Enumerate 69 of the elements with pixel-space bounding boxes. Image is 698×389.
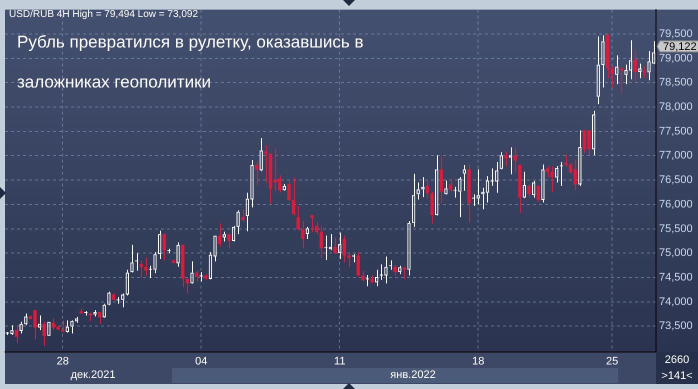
candlestick <box>550 165 554 192</box>
candlestick <box>88 314 92 322</box>
candlestick <box>264 144 268 184</box>
chart-title: Рубль превратился в рулетку, оказавшись в заложниках геополитики <box>17 32 364 92</box>
candlestick <box>254 160 258 186</box>
candlestick <box>430 191 434 224</box>
candlestick <box>440 154 443 204</box>
candlestick <box>347 252 351 268</box>
candlestick <box>620 66 624 94</box>
y-tick-label: 77,500 <box>659 125 693 138</box>
candlestick <box>536 186 540 202</box>
candlestick <box>582 130 586 154</box>
candlestick <box>241 208 244 222</box>
x-tick-label: 04 <box>195 356 208 368</box>
candlestick <box>56 325 60 330</box>
candlestick <box>342 235 346 263</box>
chart-subtitle: USD/RUB 4H High = 79,494 Low = 73,092 <box>9 8 198 20</box>
candlestick <box>356 252 360 278</box>
candlestick <box>218 222 222 248</box>
candlestick <box>310 215 314 233</box>
y-tick-label: 76,000 <box>659 198 693 210</box>
y-tick-label: 79,000 <box>659 52 693 64</box>
y-tick-label: 78,000 <box>659 101 693 114</box>
candlestick <box>301 220 304 249</box>
candlestick <box>514 146 517 174</box>
candlestick <box>370 275 374 284</box>
text: 79,122 <box>663 40 697 53</box>
text: >141< <box>661 370 693 382</box>
candlestick <box>448 178 452 192</box>
candlestick <box>112 293 116 300</box>
candlestick <box>287 181 291 202</box>
candlestick <box>80 308 83 314</box>
x-tick-label: 18 <box>472 356 484 368</box>
x-tick-label: 28 <box>56 356 69 368</box>
y-tick-label: 74,500 <box>659 272 693 284</box>
candlestick <box>634 50 637 82</box>
candlestick <box>42 321 46 347</box>
y-tick-label: 79,500 <box>659 28 693 40</box>
candlestick <box>98 312 102 324</box>
candlestick <box>642 66 646 78</box>
y-tick-label: 75,000 <box>659 247 693 260</box>
candlestick <box>587 130 591 156</box>
candlestick <box>518 164 522 214</box>
candlestick <box>172 258 176 263</box>
candlestick <box>361 270 364 282</box>
candlestick <box>467 164 471 223</box>
candlestick <box>504 150 508 166</box>
text: янв.2022 <box>390 369 436 382</box>
y-tick-label: 75,500 <box>659 222 693 235</box>
text: 2660 <box>664 354 690 366</box>
candlestick <box>204 274 208 280</box>
candlestick <box>14 326 18 344</box>
candlestick <box>402 266 406 280</box>
candlestick <box>296 205 300 231</box>
y-tick-label: 74,000 <box>659 296 693 308</box>
candlestick <box>61 320 64 332</box>
y-tick-label: 77,000 <box>659 150 693 162</box>
y-tick-label: 76,500 <box>659 174 693 186</box>
candlestick <box>352 254 356 263</box>
candlestick <box>333 237 337 255</box>
candlestick <box>194 270 198 282</box>
candlestick <box>393 264 397 276</box>
text: дек.2021 <box>70 369 116 382</box>
candlestick <box>162 234 166 261</box>
x-tick-label: 11 <box>334 356 346 368</box>
y-tick-label: 73,500 <box>659 320 693 332</box>
x-tick-label: 25 <box>606 356 618 368</box>
y-tick-label: 78,500 <box>659 76 693 89</box>
candlestick <box>227 234 231 249</box>
